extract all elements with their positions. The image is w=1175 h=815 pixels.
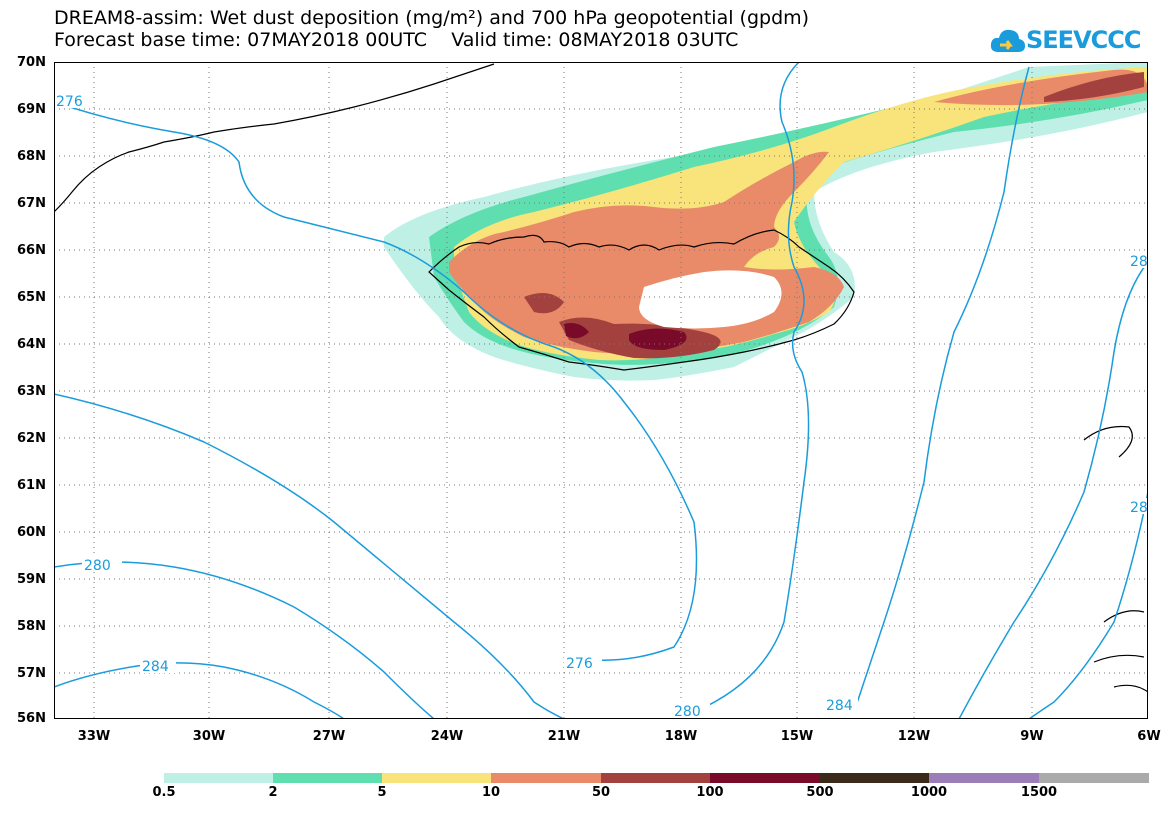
contour-label: 284: [142, 659, 169, 675]
lon-label: 21W: [547, 729, 581, 744]
map-plot: 276 280 284 276 280 284 28 28: [54, 62, 1148, 719]
lat-label: 65N: [17, 290, 46, 305]
colorbar-swatch: [164, 773, 274, 783]
lat-label: 60N: [17, 525, 46, 540]
lon-label: 27W: [312, 729, 346, 744]
colorbar-label: 10: [481, 785, 501, 800]
lat-label: 56N: [17, 711, 46, 726]
contour-label: 276: [56, 94, 83, 110]
lat-label: 63N: [17, 384, 46, 399]
colorbar-label: 0.5: [152, 785, 176, 800]
lat-label: 68N: [17, 149, 46, 164]
colorbar-label: 100: [696, 785, 724, 800]
lon-label: 33W: [77, 729, 111, 744]
contour-label: 28: [1130, 254, 1148, 270]
lon-label: 18W: [664, 729, 698, 744]
contour-labels: 276 280 284 276 280 284 28 28: [54, 92, 1148, 719]
colorbar-swatch: [1039, 773, 1149, 783]
lon-label: 9W: [1020, 729, 1044, 744]
lon-label: 15W: [780, 729, 814, 744]
colorbar-label: 1500: [1020, 785, 1058, 800]
colorbar-swatch: [820, 773, 930, 783]
colorbar-label: 5: [377, 785, 387, 800]
colorbar-swatch: [382, 773, 492, 783]
colorbar-swatch: [273, 773, 383, 783]
lat-label: 67N: [17, 196, 46, 211]
map-frame: [54, 62, 1148, 719]
colorbar-label: 1000: [910, 785, 948, 800]
lat-label: 69N: [17, 102, 46, 117]
dust-deposition-field: [384, 62, 1148, 381]
map-title: DREAM8-assim: Wet dust deposition (mg/m²…: [54, 7, 810, 29]
colorbar-swatch: [491, 773, 601, 783]
lat-label: 64N: [17, 337, 46, 352]
colorbar-label: 50: [591, 785, 611, 800]
cloud-icon: [990, 29, 1025, 52]
lat-label: 70N: [17, 55, 46, 70]
colorbar-label: 2: [268, 785, 278, 800]
lat-label: 57N: [17, 666, 46, 681]
contour-label: 28: [1130, 500, 1148, 516]
lat-label: 59N: [17, 572, 46, 587]
contour-label: 280: [84, 558, 111, 574]
lon-label: 12W: [897, 729, 931, 744]
colorbar-swatch: [929, 773, 1039, 783]
lon-label: 6W: [1137, 729, 1161, 744]
lat-label: 58N: [17, 619, 46, 634]
lat-label: 62N: [17, 431, 46, 446]
lon-label: 24W: [430, 729, 464, 744]
contour-label: 284: [826, 698, 853, 714]
lat-label: 61N: [17, 478, 46, 493]
contour-label: 276: [566, 656, 593, 672]
colorbar-label: 500: [806, 785, 834, 800]
lat-label: 66N: [17, 243, 46, 258]
contour-label: 280: [674, 704, 701, 719]
colorbar-swatch: [601, 773, 711, 783]
colorbar-swatch: [710, 773, 820, 783]
geopotential-contours: [54, 62, 1148, 719]
colorbar: [164, 773, 1149, 783]
lon-label: 30W: [192, 729, 226, 744]
seevccc-logo: SEEVCCC: [990, 20, 1141, 60]
map-subtitle: Forecast base time: 07MAY2018 00UTC Vali…: [54, 29, 739, 51]
logo-text: SEEVCCC: [1026, 26, 1141, 54]
